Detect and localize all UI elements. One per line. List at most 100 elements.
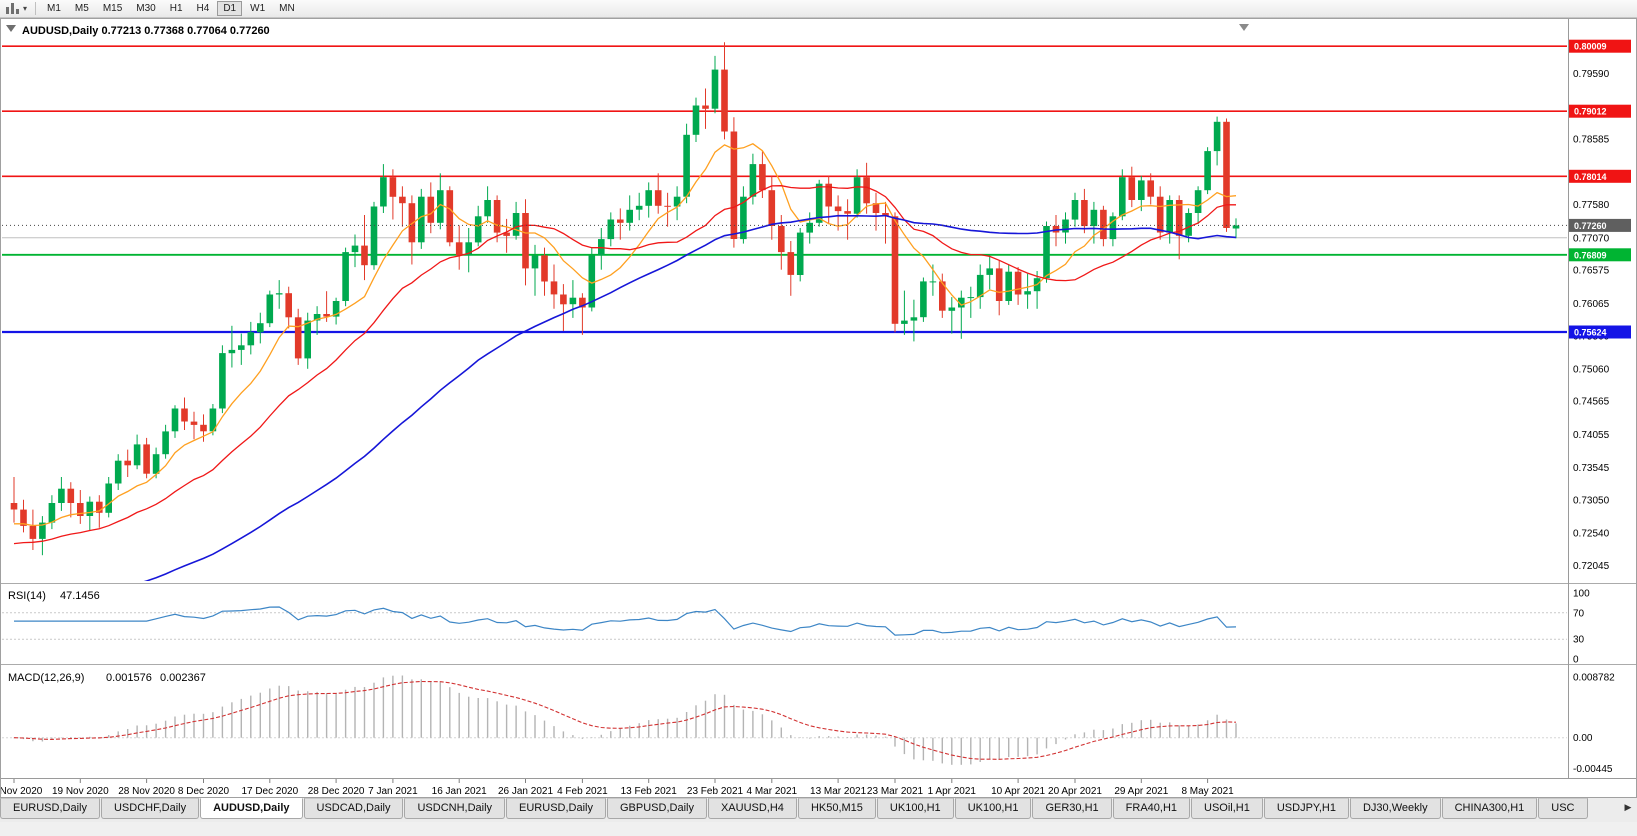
timeframe-button-h4[interactable]: H4 (191, 1, 216, 16)
macd-main-value: 0.001576 (106, 672, 152, 684)
date-label: 20 Apr 2021 (1048, 786, 1102, 797)
chart-tabs: EURUSD,Daily USDCHF,Daily AUDUSD,Daily USDC… (0, 798, 1589, 819)
chart-tab-xauusd-h4[interactable]: XAUUSD,H4 (707, 798, 797, 819)
date-label: 23 Mar 2021 (867, 786, 924, 797)
date-label: 26 Jan 2021 (498, 786, 553, 797)
chart-tab-usdchf-daily[interactable]: USDCHF,Daily (100, 798, 200, 819)
dropdown-caret-icon: ▾ (23, 3, 28, 13)
price-tag (1569, 104, 1631, 118)
date-label: 28 Dec 2020 (308, 786, 365, 797)
tab-scroll-right-button[interactable]: ▶ (1619, 798, 1637, 817)
chart-tab-china300-h1[interactable]: CHINA300,H1 (1441, 798, 1538, 819)
macd-panel: 0.008782 0.00 -0.00445 (2, 673, 1615, 775)
rsi-axis-label: 100 (1573, 589, 1590, 600)
date-label: 10 Apr 2021 (991, 786, 1045, 797)
price-tag-label: 0.77260 (1574, 221, 1607, 231)
chart-tab-uk100-h1[interactable]: UK100,H1 (954, 798, 1032, 819)
chart-tab-eurusd-daily[interactable]: EURUSD,Daily (0, 798, 100, 819)
price-tag-label: 0.79012 (1574, 107, 1607, 117)
date-label: 4 Mar 2021 (747, 786, 798, 797)
chart-tab-eurusd-daily[interactable]: EURUSD,Daily (506, 798, 606, 819)
chart-tab-bar: EURUSD,Daily USDCHF,Daily AUDUSD,Daily USDC… (0, 798, 1637, 822)
macd-axis-label: 0.008782 (1573, 673, 1615, 684)
date-label: 17 Dec 2020 (241, 786, 298, 797)
chart-tab-usdcad-daily[interactable]: USDCAD,Daily (303, 798, 404, 819)
toolbar-separator (35, 2, 37, 15)
macd-label: MACD(12,26,9) (8, 672, 84, 684)
moving-averages-layer (13, 143, 1237, 581)
rsi-axis-label: 70 (1573, 608, 1585, 619)
price-axis-label: 0.77070 (1573, 233, 1610, 244)
date-label: 16 Jan 2021 (432, 786, 487, 797)
price-axis-label: 0.79590 (1573, 69, 1610, 80)
chart-tab-usc[interactable]: USC (1538, 798, 1588, 819)
date-label: 19 Nov 2020 (52, 786, 109, 797)
chart-tab-audusd-daily[interactable]: AUDUSD,Daily (200, 798, 303, 819)
macd-signal-value: 0.002367 (160, 672, 206, 684)
chart-tab-usoil-h1[interactable]: USOil,H1 (1191, 798, 1263, 819)
price-axis-label: 0.73545 (1573, 463, 1610, 474)
chart-tab-uk100-h1[interactable]: UK100,H1 (876, 798, 954, 819)
date-label: 13 Mar 2021 (810, 786, 867, 797)
date-label: 10 Nov 2020 (0, 786, 43, 797)
chart-tab-dj30-weekly[interactable]: DJ30,Weekly (1349, 798, 1441, 819)
timeframe-button-d1[interactable]: D1 (217, 1, 243, 16)
rsi-line (14, 606, 1237, 636)
rsi-label: RSI(14) (8, 590, 46, 602)
date-label: 1 Apr 2021 (928, 786, 977, 797)
chart-tab-ger30-h1[interactable]: GER30,H1 (1032, 798, 1112, 819)
chart-tab-fra40-h1[interactable]: FRA40,H1 (1112, 798, 1191, 819)
price-axis-label: 0.76575 (1573, 266, 1610, 277)
chart-canvas[interactable]: AUDUSD,Daily 0.77213 0.77368 0.77064 0.7… (0, 18, 1637, 798)
chart-background (0, 18, 1637, 798)
one-click-trading-toggle-icon[interactable] (6, 25, 16, 32)
price-tag (1569, 248, 1631, 262)
price-tag (1569, 325, 1631, 339)
rsi-axis-label: 0 (1573, 655, 1579, 666)
timeframe-button-group: M1 M5 M15 M30 H1 H4 D1 W1 MN (41, 1, 301, 16)
macd-axis-label: -0.00445 (1573, 764, 1613, 775)
rsi-value: 47.1456 (60, 590, 100, 602)
date-label: 28 Nov 2020 (118, 786, 175, 797)
moving-average-line (13, 185, 1236, 545)
rsi-axis-label: 30 (1573, 635, 1585, 646)
date-label: 23 Feb 2021 (687, 786, 744, 797)
price-tag-label: 0.75624 (1574, 328, 1607, 338)
chart-type-button[interactable]: ▾ (2, 1, 30, 17)
chart-header: AUDUSD,Daily 0.77213 0.77368 0.77064 0.7… (22, 25, 270, 37)
timeframe-button-h1[interactable]: H1 (164, 1, 189, 16)
price-tag (1569, 39, 1631, 53)
macd-signal-line (13, 680, 1237, 760)
date-label: 8 Dec 2020 (178, 786, 230, 797)
price-axis-label: 0.75060 (1573, 364, 1610, 375)
timeframe-button-m5[interactable]: M5 (69, 1, 95, 16)
rsi-panel: 100 70 30 0 (2, 589, 1590, 666)
timeframe-button-w1[interactable]: W1 (244, 1, 271, 16)
timeframe-button-m30[interactable]: M30 (130, 1, 161, 16)
price-axis-label: 0.74565 (1573, 397, 1610, 408)
timeframe-button-m1[interactable]: M1 (41, 1, 67, 16)
price-axis-label: 0.73050 (1573, 495, 1610, 506)
chart-tab-hk50-m15[interactable]: HK50,M15 (797, 798, 876, 819)
date-label: 29 Apr 2021 (1114, 786, 1168, 797)
date-label: 7 Jan 2021 (368, 786, 418, 797)
price-tag-label: 0.78014 (1574, 172, 1607, 182)
price-tag-label: 0.80009 (1574, 42, 1607, 52)
price-axis-label: 0.78585 (1573, 135, 1610, 146)
date-label: 4 Feb 2021 (557, 786, 608, 797)
timeframe-button-mn[interactable]: MN (273, 1, 301, 16)
moving-average-line (143, 214, 1237, 581)
chart-tab-gbpusd-daily[interactable]: GBPUSD,Daily (607, 798, 707, 819)
chart-shift-marker-icon[interactable] (1239, 24, 1249, 31)
chart-tab-usdjpy-h1[interactable]: USDJPY,H1 (1263, 798, 1349, 819)
timeframe-button-m15[interactable]: M15 (97, 1, 128, 16)
chart-tab-usdcnh-daily[interactable]: USDCNH,Daily (404, 798, 506, 819)
column-chart-icon (6, 3, 19, 14)
price-axis-label: 0.77580 (1573, 200, 1610, 211)
date-label: 13 Feb 2021 (621, 786, 678, 797)
timeframe-toolbar: ▾ M1 M5 M15 M30 H1 H4 D1 W1 MN (0, 0, 1637, 18)
price-axis-label: 0.76065 (1573, 299, 1610, 310)
price-axis[interactable]: 0.79590 0.78585 0.77580 0.77070 0.76575 0.760… (1569, 39, 1631, 572)
